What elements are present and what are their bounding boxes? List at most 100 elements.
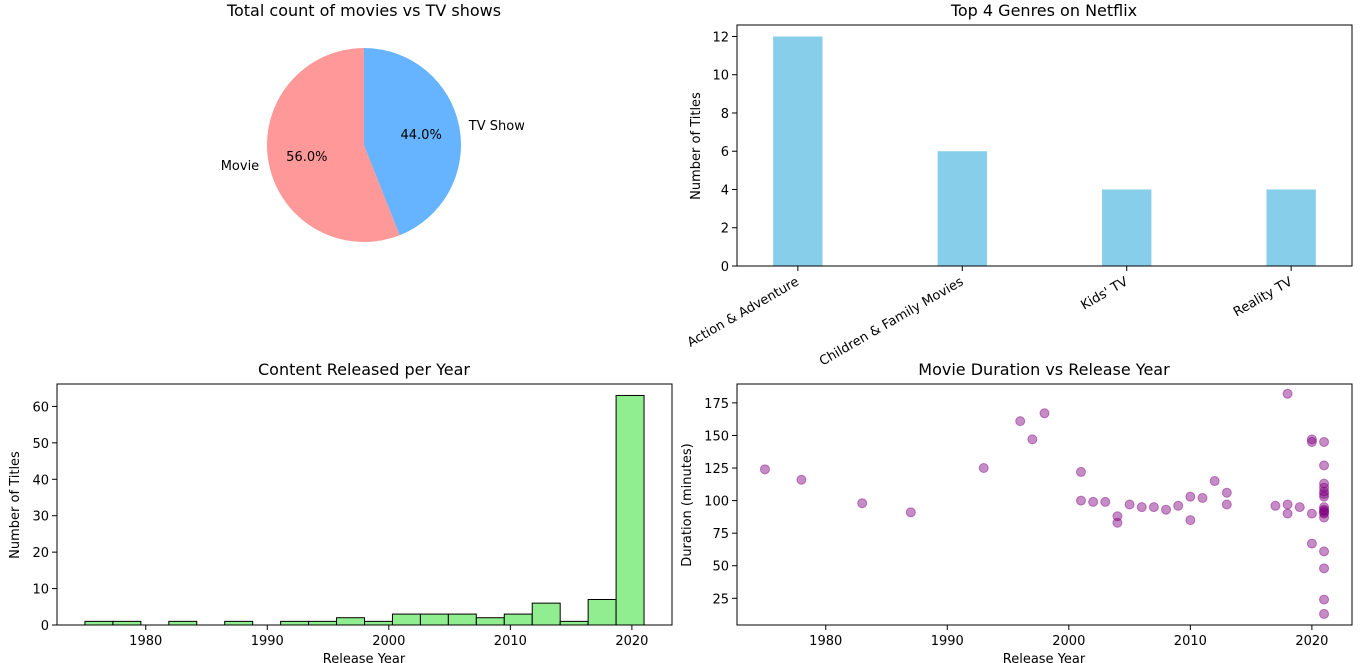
- scatter-point: [1319, 546, 1330, 557]
- scatter-point: [1319, 491, 1330, 502]
- hist-bar: [503, 613, 533, 626]
- scatter-point: [1185, 515, 1196, 526]
- scatter-point: [1319, 502, 1330, 513]
- hist-bar: [447, 613, 477, 626]
- scatter-point: [1015, 416, 1026, 427]
- scatter-x-axis-label: Release Year: [1003, 652, 1086, 663]
- scatter-point: [1294, 502, 1305, 513]
- scatter-point: [1112, 517, 1123, 528]
- scatter-point: [1319, 507, 1330, 518]
- genre-y-tick-label: 0: [721, 260, 729, 275]
- genre-y-tick-label: 2: [721, 222, 729, 237]
- scatter-point: [1039, 408, 1050, 419]
- hist-bar: [531, 602, 561, 626]
- scatter-point: [1088, 496, 1099, 507]
- pie-label: Movie: [221, 159, 259, 174]
- scatter-x-tick-label: 2010: [1174, 634, 1207, 649]
- hist-y-tick-label: 0: [41, 619, 49, 634]
- scatter-point: [1221, 487, 1232, 498]
- hist-y-tick-label: 60: [32, 400, 49, 415]
- scatter-point: [1282, 388, 1293, 399]
- scatter-point: [978, 463, 989, 474]
- scatter-point: [1027, 434, 1038, 445]
- pie-chart: Total count of movies vs TV shows Movie 5…: [221, 1, 525, 243]
- genre-x-tick-label: Action & Adventure: [685, 274, 802, 350]
- duration-scatter: Movie Duration vs Release Year Release Y…: [680, 360, 1353, 663]
- genre-bar: [1102, 189, 1152, 266]
- hist-bar: [308, 620, 338, 626]
- scatter-point: [1282, 508, 1293, 519]
- hist-x-tick-label: 2000: [372, 634, 405, 649]
- scatter-point: [1173, 500, 1184, 511]
- scatter-point: [1319, 563, 1330, 574]
- pie-label: TV Show: [468, 119, 525, 134]
- hist-bar: [168, 620, 198, 626]
- genre-y-tick-label: 12: [712, 30, 729, 45]
- scatter-y-axis-label: Duration (minutes): [680, 443, 695, 566]
- scatter-x-tick-label: 1980: [809, 634, 842, 649]
- hist-y-tick-label: 50: [32, 437, 49, 452]
- genre-y-tick-label: 8: [721, 107, 729, 122]
- scatter-x-tick-label: 1990: [931, 634, 964, 649]
- scatter-point: [1319, 489, 1330, 500]
- scatter-point: [1270, 500, 1281, 511]
- scatter-point: [1161, 504, 1172, 515]
- scatter-point: [1319, 486, 1330, 497]
- scatter-point: [1185, 491, 1196, 502]
- pie-slice-movie: [266, 48, 400, 243]
- scatter-point: [857, 498, 868, 509]
- scatter-point: [1306, 434, 1317, 445]
- genre-x-tick-label: Kids' TV: [1078, 274, 1130, 313]
- genre-x-tick-label: Children & Family Movies: [817, 274, 966, 369]
- scatter-point: [759, 464, 770, 475]
- scatter-point: [1136, 502, 1147, 513]
- scatter-chart-title: Movie Duration vs Release Year: [918, 360, 1170, 379]
- scatter-point: [1319, 608, 1330, 619]
- hist-bar: [615, 394, 645, 626]
- hist-chart-title: Content Released per Year: [258, 360, 470, 379]
- scatter-y-tick-label: 175: [704, 397, 729, 412]
- genre-bar: [773, 36, 823, 266]
- scatter-point: [1306, 436, 1317, 447]
- scatter-y-tick-label: 25: [712, 592, 729, 607]
- genre-bar-chart: Top 4 Genres on Netflix Number of Titles…: [685, 1, 1353, 369]
- scatter-point: [1319, 436, 1330, 447]
- hist-bar: [419, 613, 449, 626]
- genre-bar: [1266, 189, 1316, 266]
- scatter-point: [796, 474, 807, 485]
- genre-y-tick-label: 6: [721, 145, 729, 160]
- scatter-point: [1075, 495, 1086, 506]
- pie-pct-label: 44.0%: [401, 128, 442, 143]
- scatter-point: [1306, 508, 1317, 519]
- hist-x-tick-label: 2010: [494, 634, 527, 649]
- scatter-point: [1319, 504, 1330, 515]
- hist-bar: [559, 620, 589, 626]
- genre-x-tick-label: Reality TV: [1231, 274, 1295, 320]
- genre-y-axis-label: Number of Titles: [689, 92, 704, 200]
- scatter-point: [1197, 492, 1208, 503]
- hist-x-axis-label: Release Year: [323, 652, 406, 663]
- hist-bar: [364, 620, 393, 626]
- scatter-point: [1319, 478, 1330, 489]
- hist-y-axis-label: Number of Titles: [8, 451, 23, 559]
- scatter-point: [905, 507, 916, 518]
- hist-bar: [224, 620, 254, 626]
- genre-y-tick-label: 10: [712, 69, 729, 84]
- scatter-point: [1209, 476, 1220, 487]
- hist-x-tick-label: 1980: [129, 634, 162, 649]
- scatter-point: [1148, 502, 1159, 513]
- scatter-point: [1319, 594, 1330, 605]
- scatter-y-tick-label: 150: [704, 429, 729, 444]
- scatter-point: [1282, 499, 1293, 510]
- genre-y-tick-label: 4: [721, 183, 729, 198]
- scatter-point: [1100, 496, 1111, 507]
- scatter-point: [1306, 538, 1317, 549]
- hist-bar: [391, 613, 421, 626]
- scatter-y-tick-label: 75: [712, 527, 729, 542]
- hist-y-tick-label: 30: [32, 510, 49, 525]
- scatter-point: [1221, 499, 1232, 510]
- hist-y-tick-label: 20: [32, 546, 49, 561]
- hist-bar: [112, 620, 142, 626]
- scatter-point: [1319, 506, 1330, 517]
